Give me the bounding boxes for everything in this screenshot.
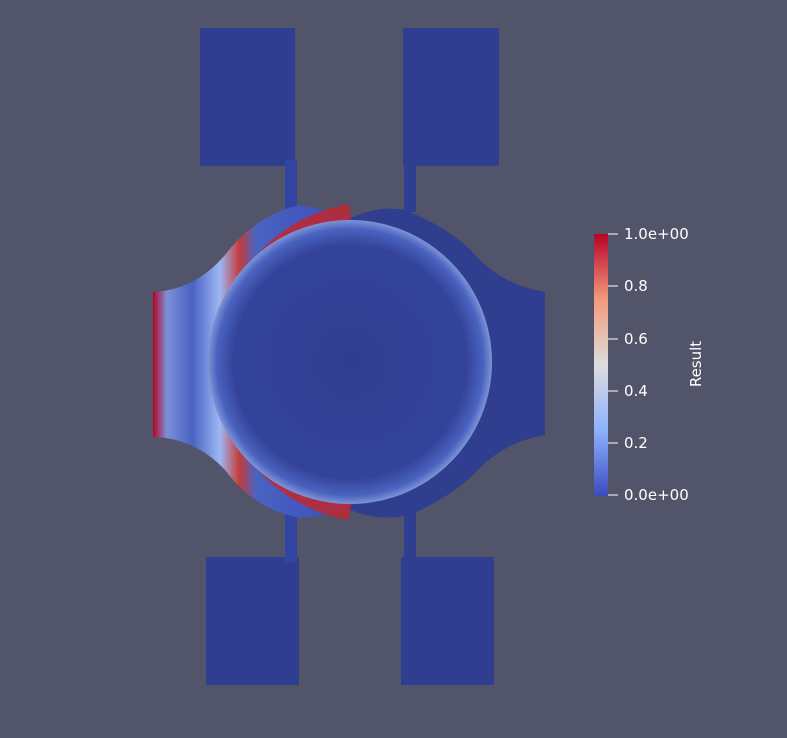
colorbar-tick-label: 0.4 xyxy=(624,382,648,400)
bottom-right-pad xyxy=(401,557,494,685)
top-right-trace xyxy=(404,160,416,212)
colorbar-tick-label: 0.2 xyxy=(624,434,648,452)
colorbar-tick-label: 0.8 xyxy=(624,277,648,295)
bottom-right-trace xyxy=(404,510,416,562)
colorbar-title: Result xyxy=(687,340,705,388)
central-disc xyxy=(208,220,492,504)
top-left-pad xyxy=(200,28,295,166)
bottom-left-trace xyxy=(285,505,297,562)
bottom-left-pad xyxy=(206,557,299,685)
top-left-trace xyxy=(285,160,297,215)
colorbar-gradient xyxy=(594,234,608,496)
colorbar-tick-label: 1.0e+00 xyxy=(624,225,689,243)
colorbar-ticks xyxy=(608,233,618,496)
top-right-pad xyxy=(403,28,499,166)
colorbar-tick-label: 0.6 xyxy=(624,330,648,348)
colorbar-tick-label: 0.0e+00 xyxy=(624,486,689,504)
